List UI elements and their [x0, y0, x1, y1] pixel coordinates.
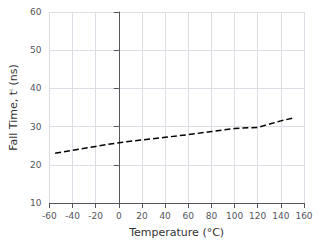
svg-text:10: 10 — [30, 198, 42, 208]
svg-text:40: 40 — [30, 83, 42, 93]
svg-text:60: 60 — [30, 7, 42, 17]
svg-text:40: 40 — [159, 211, 171, 221]
svg-text:20: 20 — [30, 160, 42, 170]
svg-text:30: 30 — [30, 122, 42, 132]
svg-text:-40: -40 — [65, 211, 80, 221]
svg-text:0: 0 — [116, 211, 122, 221]
svg-text:Temperature (°C): Temperature (°C) — [128, 226, 224, 239]
svg-text:160: 160 — [295, 211, 312, 221]
svg-text:100: 100 — [226, 211, 243, 221]
svg-text:60: 60 — [183, 211, 195, 221]
svg-text:140: 140 — [272, 211, 289, 221]
svg-text:80: 80 — [206, 211, 218, 221]
svg-text:20: 20 — [136, 211, 148, 221]
svg-text:120: 120 — [249, 211, 266, 221]
svg-text:Fall Time, tⁱ (ns): Fall Time, tⁱ (ns) — [7, 64, 20, 151]
svg-text:-60: -60 — [42, 211, 57, 221]
svg-text:-20: -20 — [88, 211, 103, 221]
svg-text:50: 50 — [30, 45, 42, 55]
